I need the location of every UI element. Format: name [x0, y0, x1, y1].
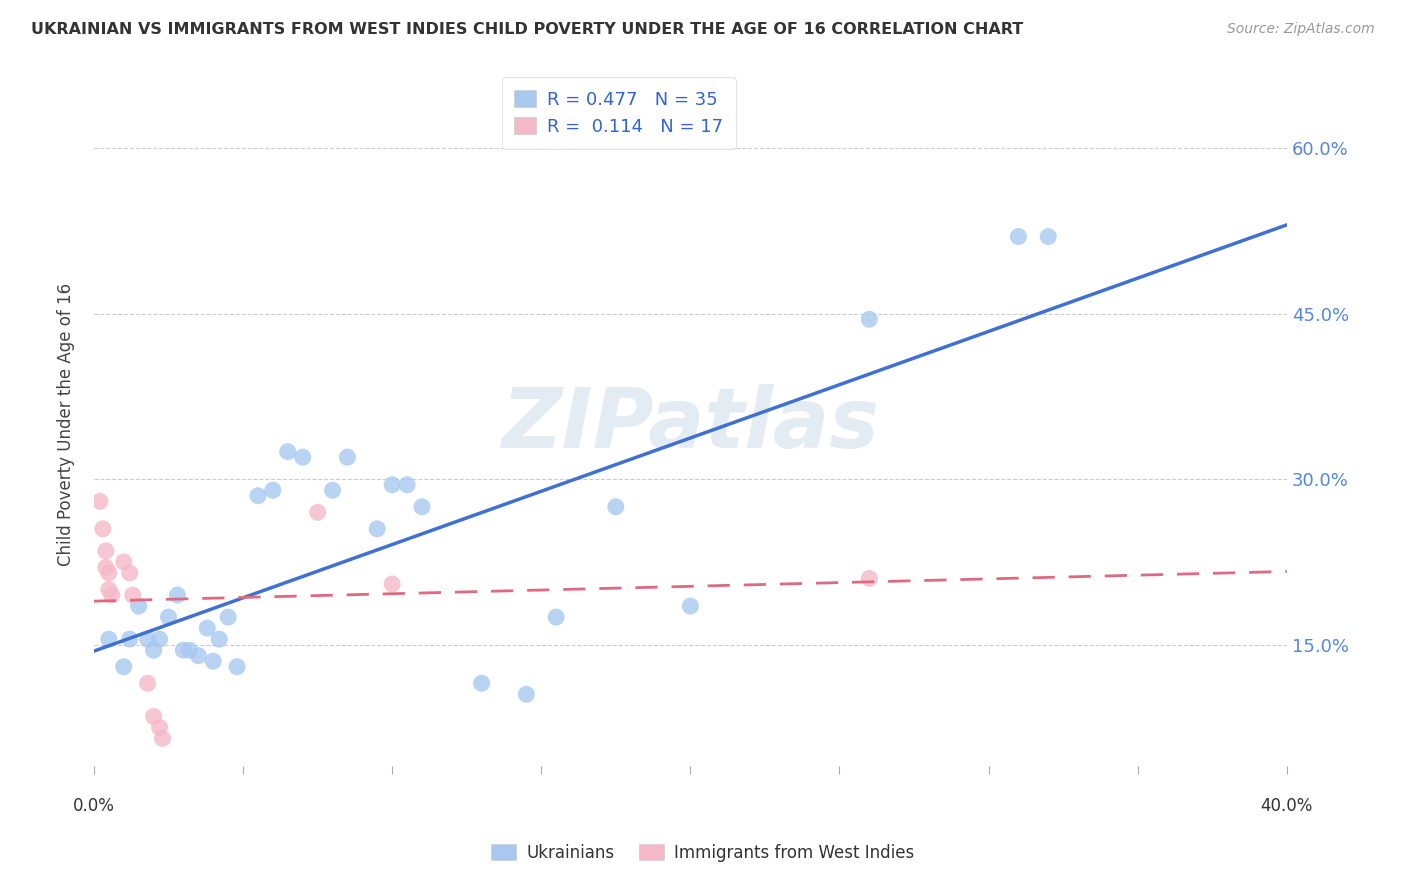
- Point: [858, 312, 880, 326]
- Point: [179, 643, 201, 657]
- Text: UKRAINIAN VS IMMIGRANTS FROM WEST INDIES CHILD POVERTY UNDER THE AGE OF 16 CORRE: UKRAINIAN VS IMMIGRANTS FROM WEST INDIES…: [31, 22, 1024, 37]
- Point: [546, 610, 568, 624]
- Point: [89, 494, 111, 508]
- Point: [336, 450, 359, 465]
- Point: [136, 676, 159, 690]
- Legend: Ukrainians, Immigrants from West Indies: Ukrainians, Immigrants from West Indies: [484, 836, 922, 871]
- Point: [142, 709, 165, 723]
- Point: [1038, 229, 1060, 244]
- Point: [148, 632, 170, 647]
- Text: 40.0%: 40.0%: [1261, 797, 1313, 814]
- Point: [136, 632, 159, 647]
- Point: [128, 599, 150, 613]
- Point: [121, 588, 143, 602]
- Point: [307, 505, 329, 519]
- Point: [152, 731, 174, 746]
- Point: [157, 610, 180, 624]
- Point: [262, 483, 284, 498]
- Point: [396, 477, 419, 491]
- Point: [246, 489, 269, 503]
- Point: [166, 588, 188, 602]
- Text: ZIPatlas: ZIPatlas: [502, 384, 879, 465]
- Point: [142, 643, 165, 657]
- Point: [277, 444, 299, 458]
- Point: [187, 648, 209, 663]
- Point: [679, 599, 702, 613]
- Point: [101, 588, 124, 602]
- Point: [118, 566, 141, 580]
- Point: [172, 643, 194, 657]
- Point: [515, 687, 537, 701]
- Point: [148, 720, 170, 734]
- Point: [94, 544, 117, 558]
- Text: Source: ZipAtlas.com: Source: ZipAtlas.com: [1227, 22, 1375, 37]
- Point: [1007, 229, 1029, 244]
- Point: [97, 632, 120, 647]
- Point: [97, 582, 120, 597]
- Point: [112, 659, 135, 673]
- Point: [226, 659, 249, 673]
- Point: [195, 621, 218, 635]
- Point: [321, 483, 343, 498]
- Y-axis label: Child Poverty Under the Age of 16: Child Poverty Under the Age of 16: [58, 283, 75, 566]
- Point: [411, 500, 433, 514]
- Point: [202, 654, 225, 668]
- Point: [94, 560, 117, 574]
- Point: [471, 676, 494, 690]
- Point: [291, 450, 314, 465]
- Point: [381, 477, 404, 491]
- Point: [118, 632, 141, 647]
- Point: [208, 632, 231, 647]
- Point: [97, 566, 120, 580]
- Point: [217, 610, 239, 624]
- Text: 0.0%: 0.0%: [73, 797, 115, 814]
- Point: [91, 522, 114, 536]
- Legend: R = 0.477   N = 35, R =  0.114   N = 17: R = 0.477 N = 35, R = 0.114 N = 17: [502, 78, 735, 148]
- Point: [112, 555, 135, 569]
- Point: [381, 577, 404, 591]
- Point: [366, 522, 388, 536]
- Point: [605, 500, 627, 514]
- Point: [858, 572, 880, 586]
